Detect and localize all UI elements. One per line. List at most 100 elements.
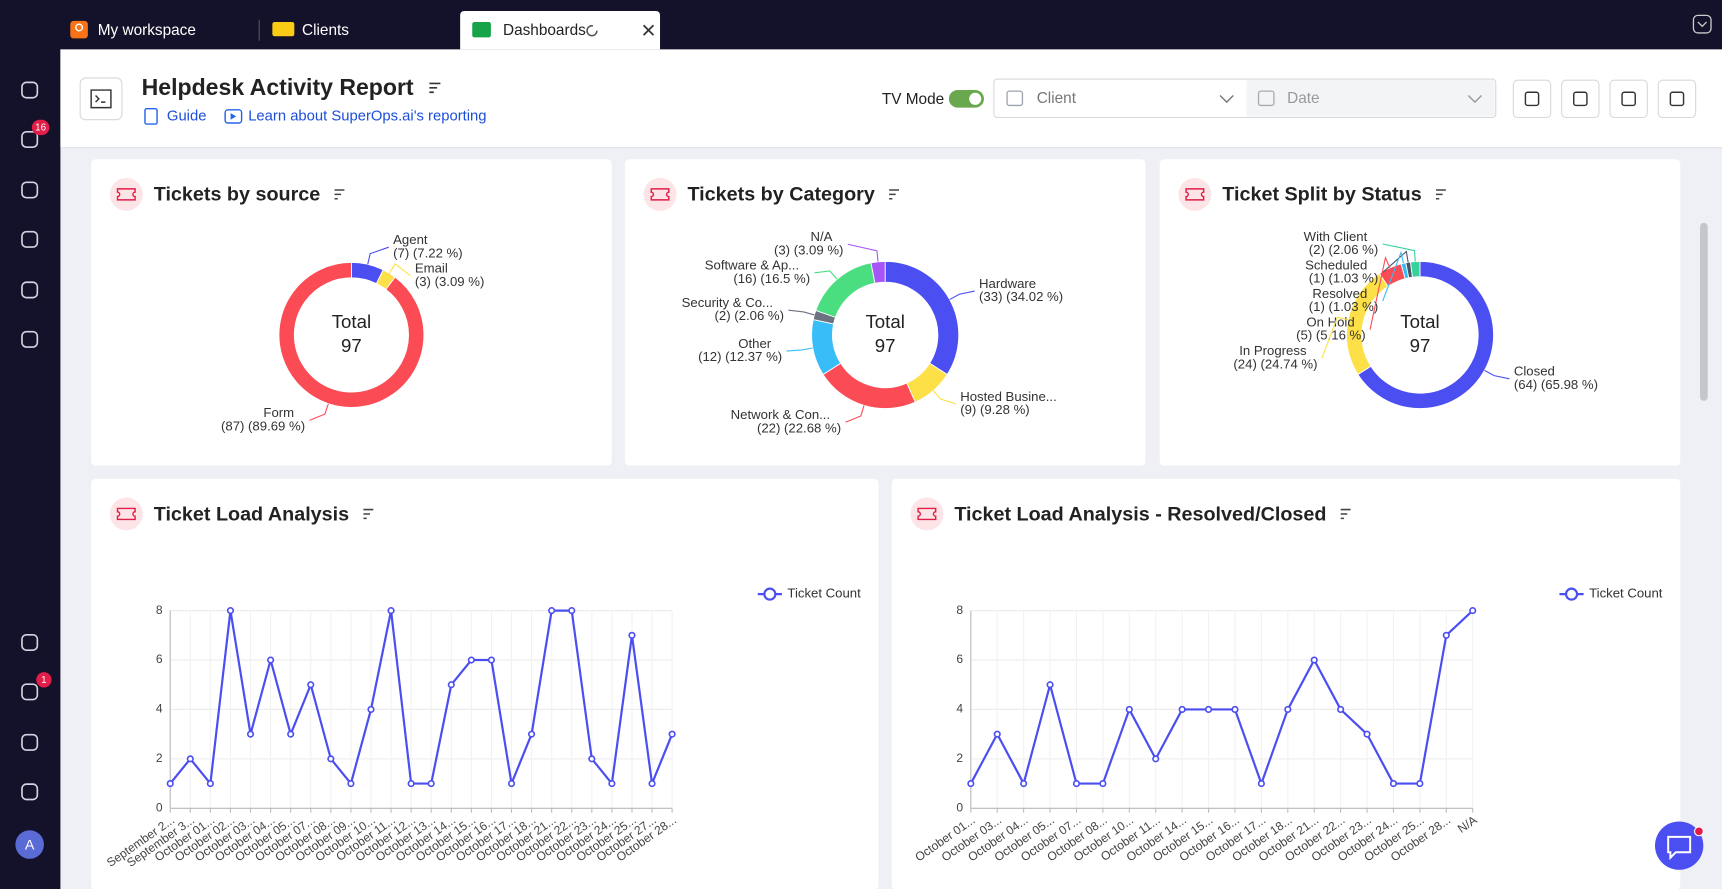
close-icon[interactable] (642, 24, 655, 36)
leader-line (388, 263, 411, 277)
donut-total: 97 (1410, 335, 1431, 356)
nav-icon[interactable] (21, 130, 39, 148)
widget-menu-icon[interactable] (889, 189, 899, 200)
chat-button[interactable] (1655, 821, 1704, 870)
data-point (206, 780, 214, 788)
data-point (246, 730, 255, 738)
tab[interactable]: My workspace (98, 22, 196, 39)
data-point (407, 780, 415, 788)
leader-line (1382, 243, 1416, 262)
donut-total: 97 (341, 335, 362, 356)
data-point (993, 730, 1001, 738)
y-tick-label: 0 (156, 800, 163, 814)
ticket-icon (650, 188, 670, 201)
tab[interactable]: Dashboards (503, 22, 586, 39)
data-point (1310, 656, 1318, 664)
legend-marker (1564, 587, 1579, 601)
nav-icon[interactable] (21, 230, 39, 248)
leader-line (949, 290, 975, 301)
avatar[interactable] (15, 830, 44, 859)
widget-menu-icon[interactable] (334, 189, 345, 200)
y-tick-label: 2 (956, 751, 963, 765)
slice-value-label: (7) (7.22 %) (393, 245, 462, 260)
chevron (1219, 95, 1234, 104)
data-point (1469, 607, 1477, 615)
y-tick-label: 2 (156, 751, 163, 765)
action-button[interactable] (1512, 79, 1552, 119)
series-line (169, 609, 674, 785)
ticket-icon (116, 188, 136, 201)
data-point (1442, 631, 1450, 639)
active-tab (460, 10, 661, 50)
menu-button[interactable] (1692, 14, 1712, 34)
widget-menu-icon[interactable] (1435, 189, 1446, 200)
leader-line (1369, 256, 1391, 330)
data-point (548, 607, 556, 615)
top-bar (0, 0, 1722, 51)
title-menu-icon[interactable] (429, 82, 441, 94)
badge (31, 119, 50, 136)
chevron (1697, 21, 1708, 28)
slice-value-label: (64) (65.98 %) (1514, 377, 1598, 392)
y-tick-label: 4 (956, 702, 963, 716)
slice-label: N/A (811, 229, 833, 244)
data-point (1389, 780, 1398, 788)
report-icon-glyph (90, 89, 112, 109)
widget-menu-icon[interactable] (363, 508, 374, 520)
nav-icon[interactable] (21, 181, 39, 199)
leader-line (1321, 316, 1349, 359)
data-point (267, 656, 275, 664)
leader-line (1484, 369, 1510, 380)
nav-icon[interactable] (21, 633, 39, 651)
tab[interactable]: Clients (302, 22, 349, 39)
data-point (347, 780, 355, 788)
donut-center-label: Total (865, 311, 904, 332)
data-point (588, 755, 596, 763)
date-filter[interactable] (1246, 80, 1495, 117)
nav-icon[interactable] (21, 281, 39, 299)
action-button[interactable] (1657, 79, 1697, 119)
action-button[interactable] (1609, 79, 1648, 119)
chat-icon (1667, 835, 1692, 861)
slice-value-label: (24) (24.74 %) (1233, 356, 1317, 371)
data-point (487, 656, 495, 664)
widget-menu-icon[interactable] (1340, 508, 1351, 520)
slice-value-label: (22) (22.68 %) (757, 420, 841, 435)
report-icon[interactable] (79, 77, 123, 121)
tab-icon-glyph (75, 23, 84, 32)
slice-label: Scheduled (1305, 257, 1367, 272)
widget-title: Ticket Load Analysis (154, 503, 349, 525)
action-icon (1524, 91, 1540, 107)
slice-value-label: (1) (1.03 %) (1309, 271, 1378, 286)
nav-icon[interactable] (21, 683, 39, 701)
badge-count: 16 (35, 123, 46, 134)
action-icon (1573, 91, 1588, 107)
data-point (608, 780, 616, 788)
sidebar (0, 49, 61, 889)
slice-label: Agent (393, 232, 428, 247)
calendar-icon (1257, 90, 1275, 107)
ticket-icon (116, 507, 136, 521)
data-point (287, 730, 295, 738)
donut-center-label: Total (332, 311, 371, 332)
data-point (628, 631, 636, 639)
slice-value-label: (33) (34.02 %) (979, 289, 1063, 304)
action-button[interactable] (1561, 79, 1600, 119)
widget-title: Ticket Load Analysis - Resolved/Closed (954, 503, 1326, 525)
slice-label: Network & Con... (731, 407, 830, 422)
nav-icon[interactable] (21, 783, 39, 801)
nav-icon[interactable] (21, 330, 39, 348)
y-tick-label: 6 (156, 652, 163, 666)
card (91, 159, 612, 466)
leader-line (1382, 250, 1409, 273)
data-point (307, 681, 315, 689)
nav-icon[interactable] (21, 733, 39, 751)
slice-label: Software & Ap... (705, 258, 799, 273)
nav-icon[interactable] (21, 81, 39, 99)
badge-count: 1 (41, 675, 47, 686)
link[interactable]: Guide (167, 108, 207, 124)
link[interactable]: Learn about SuperOps.ai's reporting (248, 108, 486, 124)
data-point (648, 780, 656, 788)
data-point (1204, 705, 1213, 714)
widget-title: Tickets by source (154, 184, 321, 206)
